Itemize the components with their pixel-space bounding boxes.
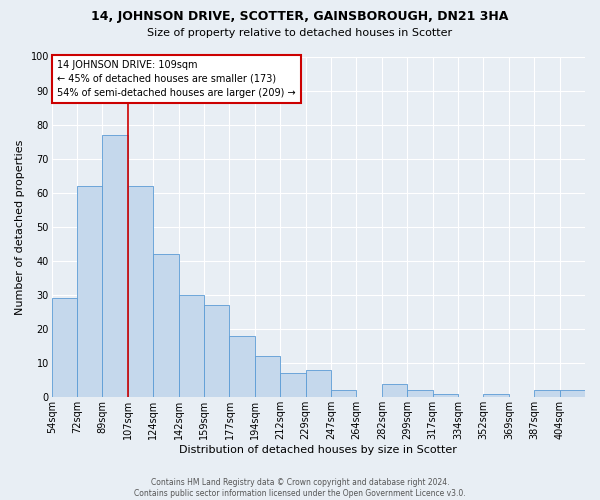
Bar (560, 390, 585, 398)
Bar (204, 306, 229, 398)
Bar (407, 390, 433, 398)
Bar (305, 370, 331, 398)
Text: Size of property relative to detached houses in Scotter: Size of property relative to detached ho… (148, 28, 452, 38)
Bar (484, 394, 509, 398)
Bar (103, 135, 128, 398)
Bar (153, 254, 179, 398)
Bar (280, 374, 305, 398)
Bar (179, 295, 204, 398)
Bar (331, 390, 356, 398)
Text: 14, JOHNSON DRIVE, SCOTTER, GAINSBOROUGH, DN21 3HA: 14, JOHNSON DRIVE, SCOTTER, GAINSBOROUGH… (91, 10, 509, 23)
Bar (128, 186, 153, 398)
Bar (52, 298, 77, 398)
X-axis label: Distribution of detached houses by size in Scotter: Distribution of detached houses by size … (179, 445, 457, 455)
Bar (77, 186, 103, 398)
Bar (433, 394, 458, 398)
Bar (534, 390, 560, 398)
Bar (229, 336, 255, 398)
Y-axis label: Number of detached properties: Number of detached properties (15, 139, 25, 314)
Bar (382, 384, 407, 398)
Text: 14 JOHNSON DRIVE: 109sqm
← 45% of detached houses are smaller (173)
54% of semi-: 14 JOHNSON DRIVE: 109sqm ← 45% of detach… (57, 60, 296, 98)
Text: Contains HM Land Registry data © Crown copyright and database right 2024.
Contai: Contains HM Land Registry data © Crown c… (134, 478, 466, 498)
Bar (255, 356, 280, 398)
